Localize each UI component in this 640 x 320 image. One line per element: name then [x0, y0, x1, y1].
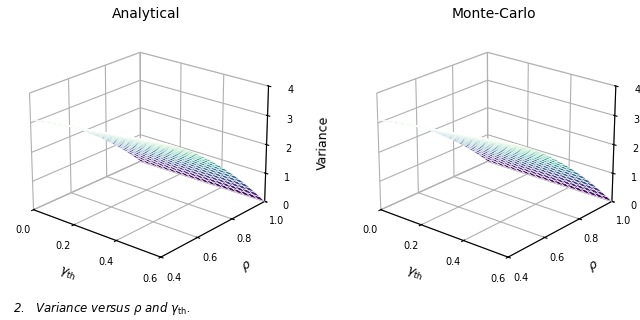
Text: 2.   Variance versus $\rho$ and $\gamma_{\rm th}$.: 2. Variance versus $\rho$ and $\gamma_{\…	[13, 300, 190, 317]
Y-axis label: $\rho$: $\rho$	[586, 258, 602, 275]
Title: Analytical: Analytical	[112, 7, 180, 21]
X-axis label: $\gamma_{\rm th}$: $\gamma_{\rm th}$	[57, 264, 79, 284]
Title: Monte-Carlo: Monte-Carlo	[451, 7, 536, 21]
X-axis label: $\gamma_{\rm th}$: $\gamma_{\rm th}$	[404, 264, 426, 284]
Y-axis label: $\rho$: $\rho$	[239, 258, 254, 275]
